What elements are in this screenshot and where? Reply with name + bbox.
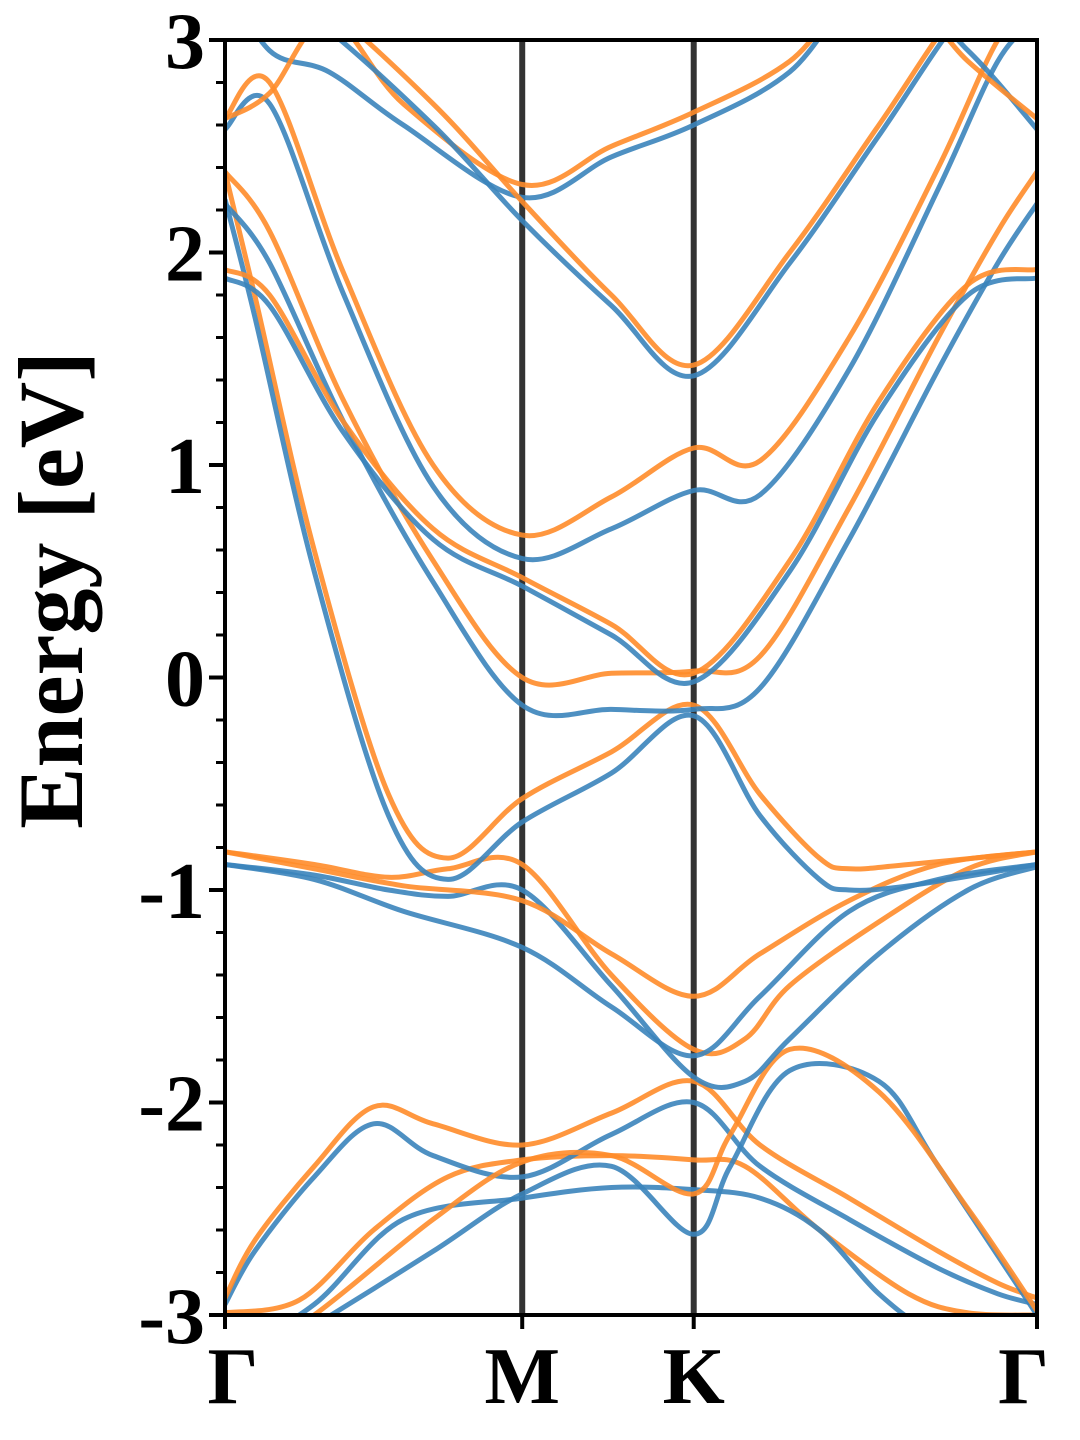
band-spin_b-0 — [225, 1153, 1037, 1315]
band-series — [225, 40, 1037, 1315]
x-tick-label-1: M — [484, 1333, 560, 1421]
y-tick-label-2: 1 — [165, 423, 205, 511]
x-tick-label-0: Γ — [208, 1333, 259, 1421]
band-spin_b-20 — [361, 40, 939, 369]
band-spin_b-6 — [225, 849, 1037, 1057]
band-spin_a-4 — [326, 1061, 1037, 1315]
band-spin_b-8 — [225, 849, 1037, 999]
x-tick-label-2: K — [663, 1333, 725, 1421]
band-spin_a-1 — [225, 1099, 1037, 1307]
y-tick-label-0: 3 — [165, 0, 205, 86]
band-spin_b-19 — [225, 40, 1037, 188]
y-tick-label-3: 0 — [165, 636, 205, 724]
band-spin_b-2 — [225, 1078, 1037, 1301]
y-axis-ticks: 3 2 1 0 -1 -2 -3 — [138, 0, 225, 1361]
y-tick-label-4: -1 — [138, 848, 205, 936]
y-tick-label-6: -3 — [138, 1273, 205, 1361]
y-axis-title: Energy [eV] — [0, 351, 102, 829]
band-spin_a-21 — [336, 40, 946, 379]
band-spin_b-10 — [225, 171, 1037, 872]
band-spin_a-15 — [225, 275, 1037, 686]
x-tick-label-3: Γ — [998, 1333, 1049, 1421]
band-spin_a-18 — [257, 40, 1037, 201]
band-spin_b-14 — [225, 266, 1037, 678]
y-tick-label-5: -2 — [138, 1061, 205, 1149]
band-spin_b-12 — [225, 170, 1037, 688]
y-tick-label-1: 2 — [165, 211, 205, 299]
band-spin_b-16 — [225, 40, 1001, 539]
band-spin_a-9 — [225, 862, 1037, 1059]
band-spin_a-3 — [294, 1184, 909, 1315]
band-spin_a-11 — [225, 198, 1037, 893]
band-spin_a-17 — [225, 40, 1017, 563]
band-spin_b-5 — [309, 1045, 1037, 1315]
